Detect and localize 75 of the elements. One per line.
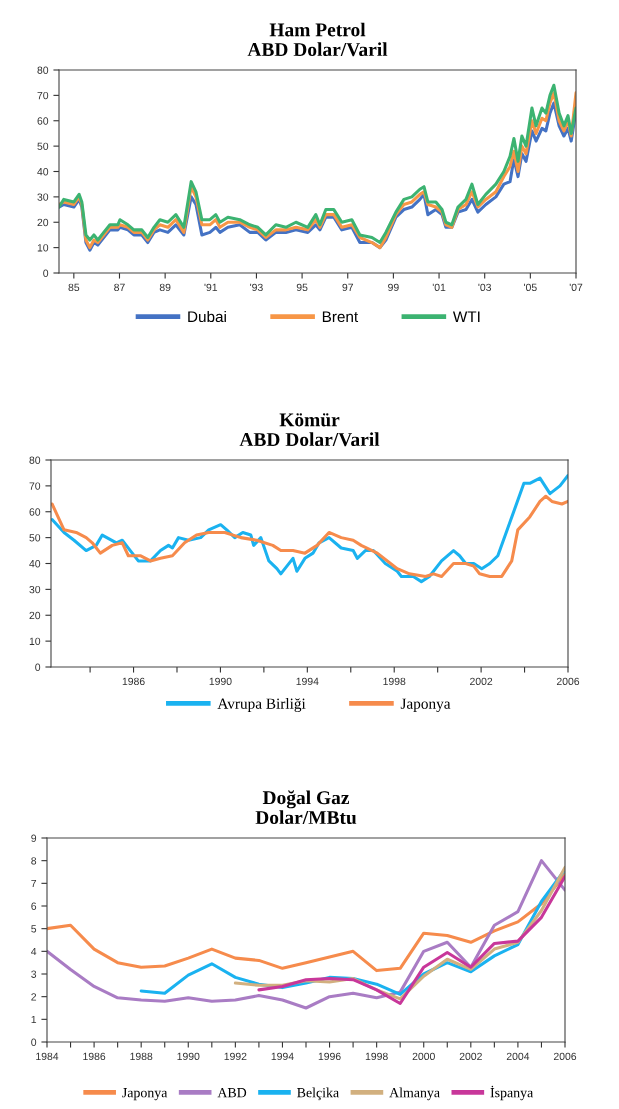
y-tick-label: 9: [31, 834, 37, 842]
y-tick-label: 50: [29, 534, 41, 542]
legend-label: Almanya: [389, 1087, 440, 1101]
x-tick-label: 89: [159, 283, 171, 292]
x-tick-label: '05: [524, 283, 537, 292]
y-tick-label: 10: [29, 637, 41, 645]
y-tick-label: 10: [37, 244, 49, 252]
y-tick-label: 5: [31, 925, 37, 933]
x-tick-label: 99: [388, 283, 399, 292]
y-tick-label: 2: [31, 993, 37, 1001]
x-tick-label: 95: [296, 283, 308, 292]
line-series: [47, 859, 565, 1010]
line-series: [51, 494, 568, 578]
x-tick-label: '93: [250, 283, 263, 292]
legend-label: ABD: [217, 1088, 247, 1098]
chart-title: Ham Petrol ABD Dolar/Varil: [247, 22, 388, 57]
chart-title: Kömür ABD Dolar/Varil: [239, 413, 380, 447]
y-tick-label: 70: [37, 91, 49, 100]
x-tick-label: 1998: [383, 677, 406, 686]
y-tick-label: 6: [31, 902, 37, 910]
y-tick-label: 1: [31, 1015, 37, 1024]
x-tick-label: 97: [342, 283, 354, 292]
y-tick-label: 80: [29, 456, 41, 464]
x-tick-label: 2006: [553, 1052, 577, 1061]
x-tick-label: 1986: [122, 677, 145, 686]
x-tick-label: 2002: [459, 1052, 482, 1061]
x-tick-label: 2000: [412, 1052, 435, 1061]
y-tick-label: 40: [29, 560, 41, 568]
y-tick-label: 4: [31, 947, 37, 956]
line-series: [257, 875, 565, 1005]
y-tick-label: 3: [31, 970, 37, 978]
x-tick-label: 1990: [209, 677, 232, 686]
y-tick-label: 30: [29, 585, 41, 594]
y-tick-label: 0: [43, 269, 49, 277]
x-tick-label: 2006: [556, 677, 580, 686]
y-tick-label: 60: [29, 508, 41, 516]
y-tick-label: 0: [35, 663, 41, 671]
x-tick-label: 1992: [224, 1052, 247, 1061]
chart-title: Doğal Gaz Dolar/MBtu: [255, 790, 357, 825]
y-tick-label: 70: [29, 482, 41, 490]
y-tick-label: 80: [37, 66, 49, 74]
y-tick-label: 60: [37, 117, 49, 125]
x-tick-label: 1984: [36, 1052, 59, 1061]
x-tick-label: 1994: [296, 677, 319, 686]
legend-label: Japonya: [400, 698, 451, 712]
y-tick-label: 0: [31, 1038, 37, 1046]
y-tick-label: 20: [29, 611, 41, 620]
y-tick-label: 20: [37, 218, 49, 227]
x-tick-label: 1986: [83, 1052, 106, 1061]
x-tick-label: 85: [68, 283, 80, 292]
x-tick-label: 87: [114, 283, 125, 292]
y-tick-label: 8: [31, 857, 37, 865]
legend-label: WTI: [452, 311, 480, 322]
x-tick-label: 1994: [271, 1052, 294, 1061]
x-tick-label: 1990: [177, 1052, 200, 1061]
y-tick-label: 30: [37, 193, 49, 201]
legend-label: Japonya: [122, 1088, 168, 1101]
x-tick-label: '07: [569, 283, 583, 292]
x-tick-label: 1998: [365, 1052, 388, 1061]
x-tick-label: 1996: [318, 1052, 341, 1061]
x-tick-label: 1988: [130, 1052, 153, 1061]
x-tick-label: '01: [432, 283, 446, 292]
x-tick-label: 2002: [470, 677, 493, 686]
y-tick-label: 40: [37, 168, 49, 176]
x-tick-label: '03: [478, 283, 492, 292]
y-tick-label: 7: [31, 879, 37, 888]
x-tick-label: '91: [204, 283, 218, 292]
x-tick-label: 2004: [506, 1052, 530, 1061]
legend-label: Avrupa Birliği: [217, 698, 306, 712]
legend-label: Belçika: [297, 1087, 339, 1101]
legend-label: Dubai: [188, 310, 226, 323]
legend-label: Brent: [322, 311, 359, 323]
line-series: [47, 872, 565, 973]
legend-label: İspanya: [490, 1085, 534, 1101]
y-tick-label: 50: [37, 142, 49, 150]
